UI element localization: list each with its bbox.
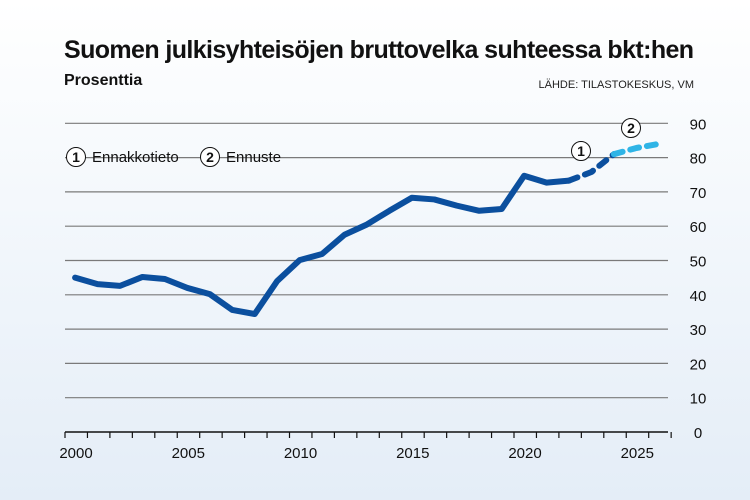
source-note: LÄHDE: TILASTOKESKUS, VM — [538, 79, 694, 91]
legend-item-preliminary: 1 Ennakkotieto — [66, 147, 179, 167]
legend-marker-1: 1 — [66, 147, 86, 167]
y-tick-label: 10 — [690, 391, 707, 408]
x-tick-label: 2005 — [172, 445, 205, 462]
x-tick-label: 2010 — [284, 445, 317, 462]
y-tick-label: 50 — [690, 254, 707, 271]
legend-label: Ennakkotieto — [92, 148, 179, 166]
x-tick-label: 2020 — [508, 445, 541, 462]
y-tick-label: 90 — [690, 116, 707, 133]
annotation-marker-1: 1 — [571, 141, 591, 161]
y-tick-label: 0 — [694, 425, 702, 442]
series-line-forecast — [610, 140, 662, 158]
y-tick-label: 80 — [690, 151, 707, 168]
x-tick-label: 2025 — [621, 445, 654, 462]
x-tick-label: 2015 — [396, 445, 429, 462]
legend-label: Ennuste — [226, 148, 282, 166]
series-line-actual — [72, 172, 573, 318]
y-tick-label: 40 — [690, 288, 707, 305]
x-tick-label: 2000 — [59, 445, 92, 462]
y-tick-label: 30 — [690, 322, 707, 339]
chart-subtitle: Prosenttia — [64, 72, 143, 89]
annotation-marker-2: 2 — [621, 118, 641, 138]
chart-title: Suomen julkisyhteisöjen bruttovelka suht… — [64, 36, 694, 64]
y-tick-label: 60 — [690, 219, 707, 236]
series-line-preliminary — [566, 151, 617, 184]
legend-marker-2: 2 — [200, 147, 220, 167]
legend-item-forecast: 2 Ennuste — [200, 147, 281, 167]
y-tick-label: 20 — [690, 356, 707, 373]
y-tick-label: 70 — [690, 185, 707, 202]
